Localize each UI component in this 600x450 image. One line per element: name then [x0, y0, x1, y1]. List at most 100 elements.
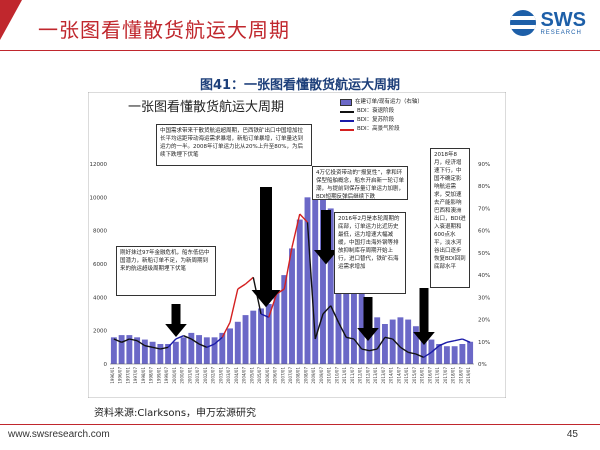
right-axis-tick: 90% — [478, 162, 490, 168]
orderbook-bar — [227, 328, 233, 364]
annotation-2018-recession: 2018年8月，经济增速下行，中国不确定影响航运需求，受加速去产能影响巴西和澳洲… — [430, 148, 470, 288]
orderbook-bar — [412, 326, 419, 364]
x-axis-tick: 2008/01 — [296, 367, 301, 384]
bdi-segment-recession — [160, 346, 169, 350]
bdi-segment-recovery — [260, 313, 270, 318]
orderbook-bar — [281, 275, 288, 364]
title-divider — [0, 50, 600, 51]
down-arrow-head-icon — [357, 328, 379, 341]
right-axis-tick: 60% — [478, 229, 490, 235]
legend-swatch-boom — [340, 128, 354, 131]
bdi-segment-boom — [299, 213, 309, 223]
orderbook-bar — [405, 319, 412, 364]
x-axis-tick: 2009/07 — [319, 367, 324, 384]
bdi-segment-recession — [369, 348, 378, 352]
x-axis-tick: 2010/07 — [334, 367, 339, 384]
down-arrow-head-icon — [413, 332, 435, 345]
orderbook-bar — [397, 317, 404, 364]
orderbook-bar — [258, 308, 264, 364]
bdi-segment-recession — [121, 338, 130, 343]
x-axis-tick: 2003/07 — [226, 367, 231, 384]
x-axis-tick: 2016/07 — [427, 367, 432, 384]
bdi-segment-recession — [322, 305, 332, 315]
orderbook-bar — [389, 319, 396, 364]
orderbook-bar — [374, 317, 381, 364]
bdi-segment-recovery — [430, 345, 440, 353]
orderbook-bar — [443, 346, 450, 364]
orderbook-bar — [172, 341, 179, 364]
bdi-segment-boom — [221, 322, 231, 338]
down-arrow-icon — [363, 297, 373, 328]
x-axis-tick: 2004/07 — [242, 367, 247, 384]
x-axis-tick: 2019/01 — [466, 367, 471, 384]
bdi-segment-recovery — [446, 339, 455, 344]
x-axis-tick: 1997/01 — [125, 367, 130, 384]
bdi-segment-recession — [152, 346, 161, 350]
legend-swatch-recovery — [340, 119, 354, 122]
x-axis-tick: 2013/01 — [373, 367, 378, 384]
bdi-segment-recession — [346, 336, 355, 340]
bdi-segment-boom — [245, 276, 254, 285]
right-axis-tick: 50% — [478, 251, 490, 257]
orderbook-bar — [149, 341, 156, 364]
logo-sub-text: RESEARCH — [540, 30, 582, 36]
x-axis-tick: 2017/01 — [435, 367, 440, 384]
orderbook-bar — [436, 344, 443, 364]
bdi-segment-recovery — [438, 341, 448, 347]
page-number: 45 — [566, 429, 578, 440]
orderbook-bar — [451, 346, 458, 364]
orderbook-bar — [304, 197, 311, 364]
slide-title: 一张图看懂散货航运大周期 — [38, 18, 290, 42]
x-axis-tick: 2005/01 — [249, 367, 254, 384]
orderbook-bar — [196, 335, 203, 364]
bdi-segment-recovery — [167, 338, 177, 348]
bdi-segment-recession — [415, 353, 424, 358]
logo-main-text: SWS — [540, 9, 586, 31]
orderbook-bar — [250, 310, 257, 364]
orderbook-bar — [343, 248, 350, 364]
right-axis-tick: 80% — [478, 184, 490, 190]
orderbook-bar — [459, 344, 466, 364]
x-axis-tick: 2006/07 — [273, 367, 278, 384]
chart-legend: 在建订单/现有运力（右轴） BDI：衰退阶段 BDI：复苏阶段 BDI：高景气阶… — [340, 98, 423, 134]
orderbook-bar — [467, 341, 474, 364]
x-axis-tick: 2013/07 — [381, 367, 386, 384]
x-axis-tick: 2015/07 — [412, 367, 417, 384]
x-axis-tick: 2018/07 — [458, 367, 463, 384]
down-arrow-icon — [260, 187, 272, 290]
right-axis-tick: 70% — [478, 206, 490, 212]
sws-logo-icon — [510, 10, 537, 36]
bdi-segment-boom — [237, 283, 246, 290]
legend-swatch-bars — [340, 99, 352, 106]
x-axis-tick: 2008/07 — [303, 367, 308, 384]
legend-item-orderbook: 在建订单/现有运力（右轴） — [340, 98, 423, 107]
bdi-segment-recession — [306, 222, 316, 340]
x-axis-tick: 2017/07 — [443, 367, 448, 384]
orderbook-bar — [188, 332, 195, 364]
legend-item-boom: BDI：高景气阶段 — [340, 125, 423, 134]
x-axis-tick: 2007/07 — [288, 367, 293, 384]
orderbook-bar — [320, 195, 326, 364]
orderbook-bar — [219, 332, 226, 364]
bdi-segment-recovery — [423, 351, 432, 358]
sws-logo: SWS RESEARCH — [510, 10, 586, 36]
x-axis-tick: 1999/07 — [164, 367, 169, 384]
bdi-segment-boom — [291, 213, 301, 248]
source-note: 资料来源:Clarksons，申万宏源研究 — [94, 408, 257, 419]
bdi-segment-recession — [198, 343, 208, 348]
footer-url[interactable]: www.swsresearch.com — [8, 429, 110, 440]
bdi-segment-recession — [129, 338, 138, 342]
right-axis-tick: 0% — [478, 362, 487, 368]
orderbook-bar — [296, 219, 303, 364]
orderbook-bar — [242, 315, 249, 364]
x-axis-tick: 2001/07 — [195, 367, 200, 384]
bdi-segment-recession — [113, 338, 122, 343]
figure-caption: 图41：一张图看懂散货航运大周期 — [199, 78, 401, 93]
annotation-supercycle: 中国需求带来干散货航运超周期，巴西铁矿出口中国增加拉长平均运距带动海运需求暴增，… — [156, 124, 312, 166]
bdi-segment-recovery — [206, 343, 215, 348]
orderbook-bar — [335, 226, 342, 364]
x-axis-tick: 2009/01 — [311, 367, 316, 384]
bdi-segment-boom — [276, 288, 285, 295]
bdi-segment-recession — [376, 336, 386, 350]
bdi-segment-recession — [190, 338, 200, 345]
